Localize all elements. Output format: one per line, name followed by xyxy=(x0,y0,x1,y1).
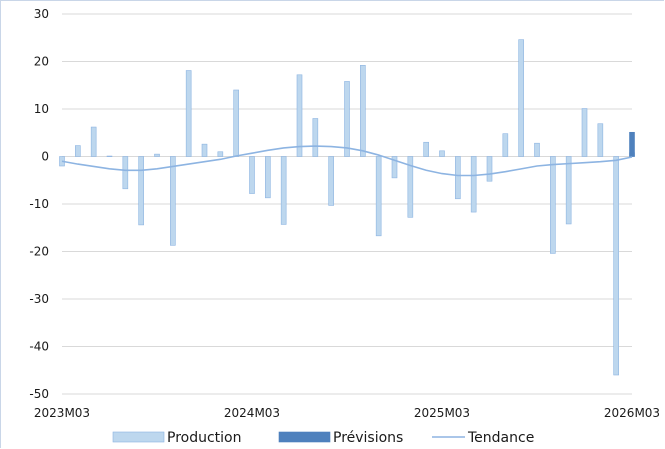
bar-production xyxy=(265,156,271,199)
bar-production xyxy=(344,81,350,157)
bar-production xyxy=(280,156,287,225)
x-axis-ticks: 2023M03 2024M03 2025M03 2026M03 xyxy=(34,406,660,420)
y-tick-label: -10 xyxy=(29,197,49,211)
bar-production xyxy=(122,156,129,190)
bar-production xyxy=(312,118,319,157)
bar-production xyxy=(233,89,239,157)
bar-production xyxy=(486,156,493,182)
bar-production xyxy=(423,141,429,157)
bar-production xyxy=(75,145,81,157)
bar-production xyxy=(597,123,604,157)
legend-item-prévisions: Prévisions xyxy=(278,430,403,446)
y-tick-label: -30 xyxy=(29,292,49,306)
y-tick-label: -40 xyxy=(29,340,49,354)
bar-production xyxy=(296,74,303,157)
bar-production xyxy=(328,156,334,206)
bar-production xyxy=(375,156,382,237)
y-tick-label: 0 xyxy=(41,150,49,164)
bar-production xyxy=(407,156,414,218)
bar-production xyxy=(550,156,556,254)
legend: Production Prévisions Tendance xyxy=(112,430,534,446)
bar-production xyxy=(502,133,509,157)
legend-item-production: Production xyxy=(112,430,241,446)
legend-label: Tendance xyxy=(467,430,534,446)
legend-label: Production xyxy=(167,430,241,446)
bar-production xyxy=(185,70,192,157)
bar-production xyxy=(217,151,224,157)
bar-production xyxy=(154,153,160,157)
x-tick-label: 2023M03 xyxy=(34,406,90,420)
y-tick-label: 10 xyxy=(34,102,49,116)
bar-production xyxy=(565,156,572,225)
y-tick-label: -20 xyxy=(29,245,49,259)
bar-production xyxy=(170,156,176,246)
trend-line xyxy=(61,145,633,177)
bar-prévisions xyxy=(629,131,635,157)
x-tick-label: 2025M03 xyxy=(414,406,470,420)
bar-production xyxy=(470,156,477,213)
bar-production xyxy=(534,142,540,157)
bar-production xyxy=(90,126,97,157)
series-line-tendance xyxy=(61,145,633,177)
bar-production xyxy=(249,156,255,194)
legend-swatch xyxy=(112,431,165,443)
y-tick-label: 30 xyxy=(34,7,49,21)
bar-production xyxy=(360,65,366,157)
legend-label: Prévisions xyxy=(333,430,403,446)
bar-production xyxy=(106,155,113,157)
bar-production xyxy=(455,156,461,200)
bar-production xyxy=(391,156,398,179)
x-tick-label: 2024M03 xyxy=(224,406,280,420)
y-tick-label: -50 xyxy=(29,387,49,401)
bars xyxy=(59,39,635,376)
x-tick-label: 2026M03 xyxy=(604,406,660,420)
bar-production xyxy=(201,143,208,157)
gridlines xyxy=(62,13,632,395)
legend-item-tendance: Tendance xyxy=(432,430,534,446)
legend-swatch xyxy=(278,431,331,443)
bar-production xyxy=(581,108,588,157)
bar-production xyxy=(439,150,445,157)
y-tick-label: 20 xyxy=(34,55,49,69)
bar-production xyxy=(138,156,144,226)
y-axis-ticks: 30 20 10 0 -10 -20 -30 -40 -50 xyxy=(29,7,49,401)
bar-production xyxy=(613,156,619,376)
bar-production xyxy=(518,39,524,157)
